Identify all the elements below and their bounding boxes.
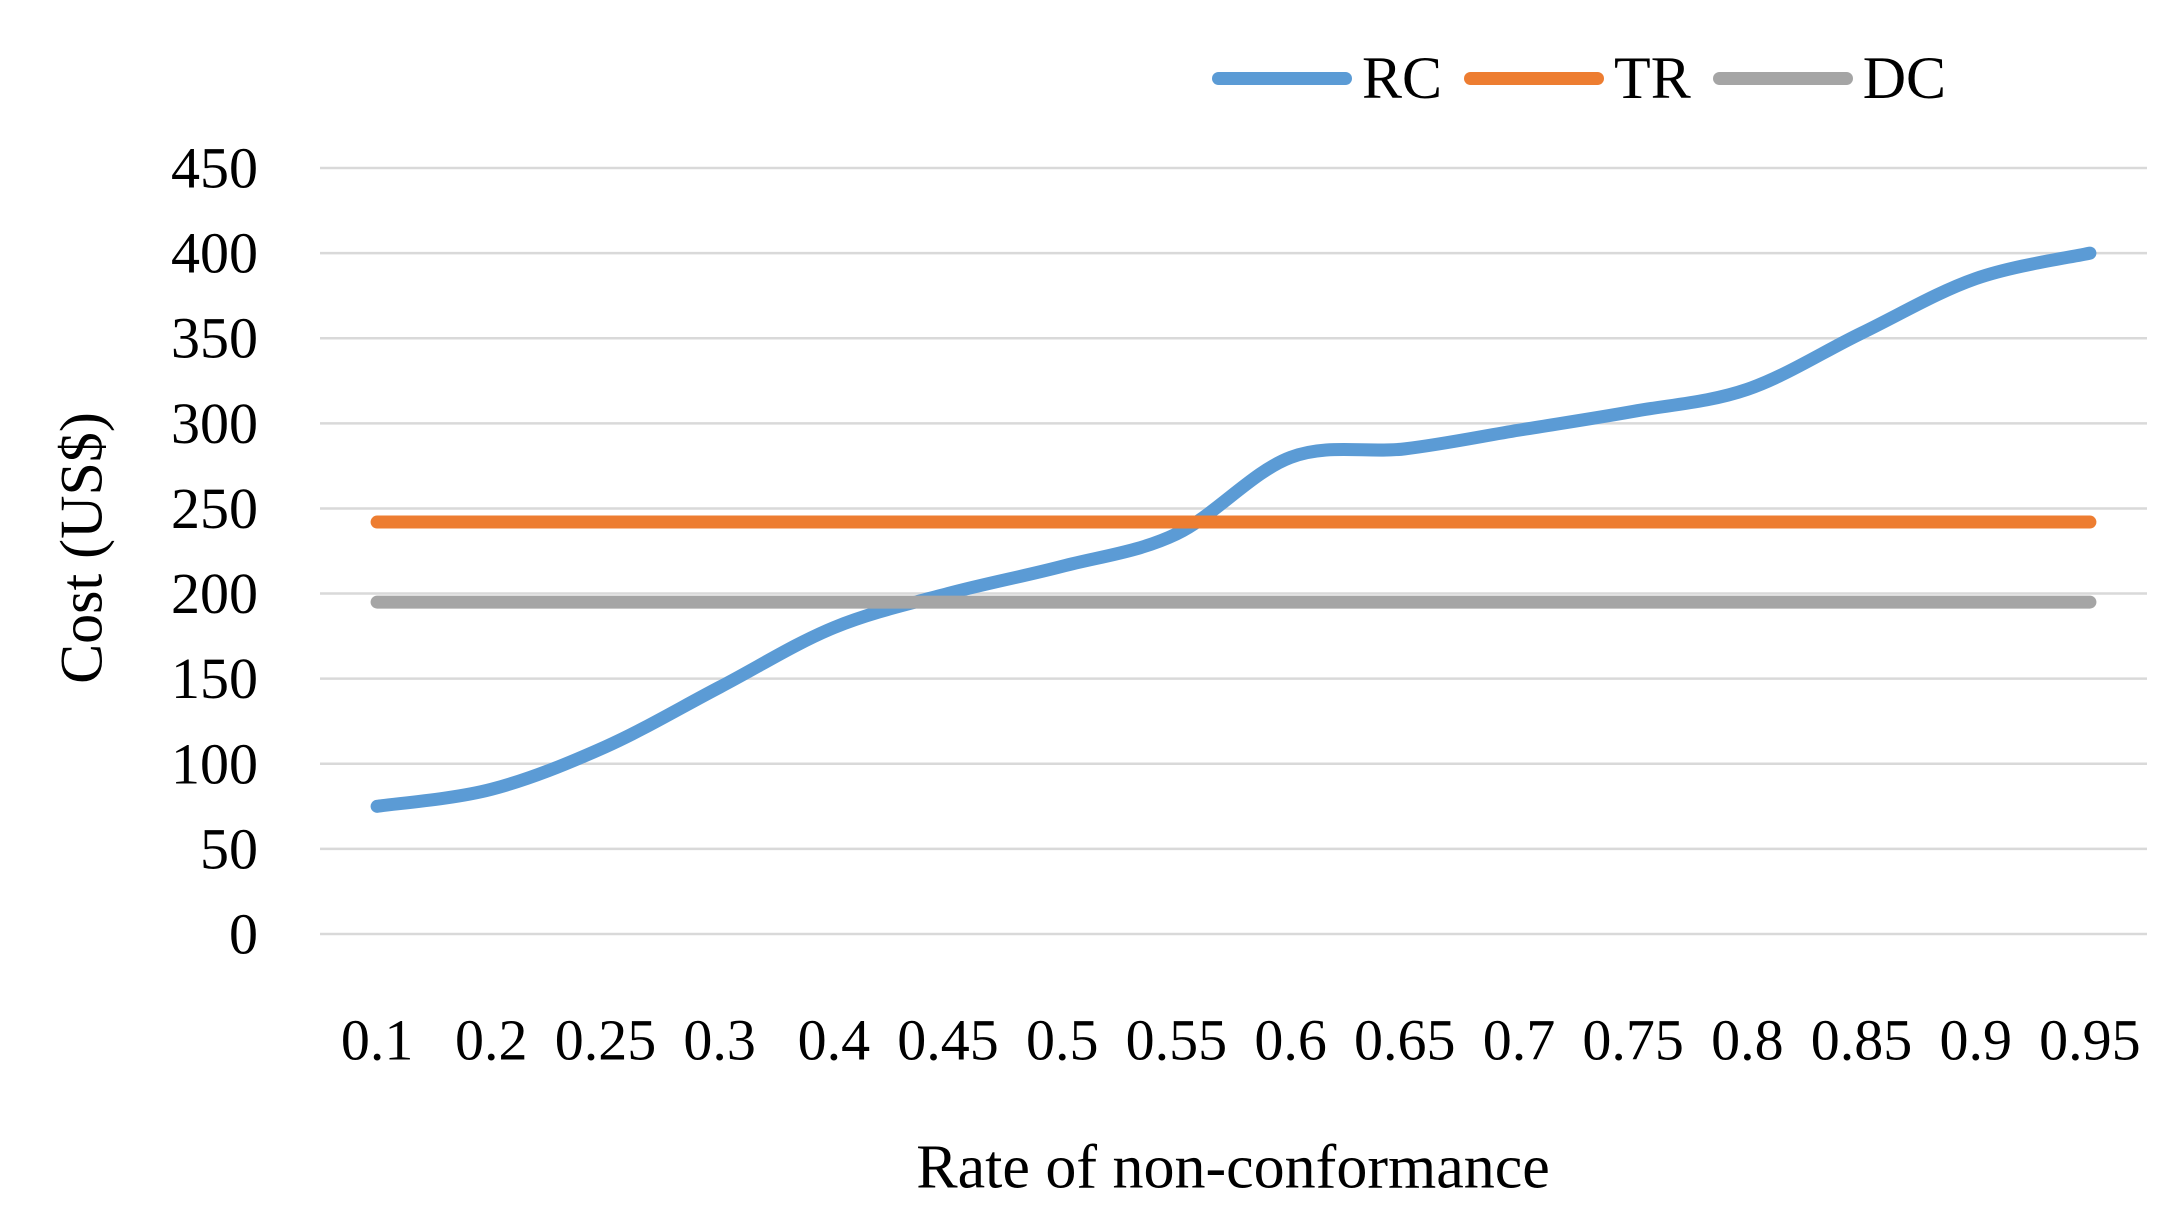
legend-swatch-dc <box>1712 71 1853 85</box>
y-axis-title: Cost (US$) <box>48 412 115 684</box>
x-tick-label: 0.25 <box>555 1008 657 1073</box>
y-tick-label: 300 <box>171 391 258 456</box>
x-axis-title: Rate of non-conformance <box>916 1133 1550 1202</box>
x-tick-label: 0.6 <box>1254 1008 1327 1073</box>
legend-label-dc: DC <box>1862 45 1947 111</box>
x-tick-label: 0.5 <box>1026 1008 1099 1073</box>
y-tick-label: 100 <box>171 731 258 796</box>
y-tick-label: 200 <box>171 561 258 626</box>
x-tick-label: 0.65 <box>1354 1008 1456 1073</box>
x-tick-label: 0.85 <box>1811 1008 1913 1073</box>
x-tick-label: 0.8 <box>1711 1008 1784 1073</box>
x-tick-label: 0.55 <box>1126 1008 1228 1073</box>
x-tick-label: 0.95 <box>2039 1008 2141 1073</box>
x-tick-label: 0.2 <box>455 1008 528 1073</box>
legend-label-rc: RC <box>1362 45 1443 111</box>
legend-item-tr: TR <box>1464 48 1691 108</box>
y-tick-label: 350 <box>171 306 258 371</box>
x-tick-label: 0.45 <box>897 1008 999 1073</box>
legend-item-rc: RC <box>1212 48 1442 108</box>
x-tick-label: 0.7 <box>1483 1008 1556 1073</box>
x-tick-label: 0.3 <box>683 1008 756 1073</box>
y-tick-label: 450 <box>171 136 258 201</box>
legend-swatch-tr <box>1464 71 1605 85</box>
x-tick-label: 0.4 <box>798 1008 871 1073</box>
y-tick-label: 250 <box>171 476 258 541</box>
legend-item-dc: DC <box>1712 45 1947 111</box>
series-line-rc <box>370 246 2097 813</box>
y-tick-label: 0 <box>229 902 258 967</box>
x-tick-label: 0.1 <box>341 1008 414 1073</box>
y-tick-label: 150 <box>171 646 258 711</box>
y-tick-label: 400 <box>171 221 258 286</box>
y-tick-label: 50 <box>200 816 258 881</box>
legend-swatch-rc <box>1212 71 1352 85</box>
x-tick-label: 0.9 <box>1939 1008 2012 1073</box>
x-tick-label: 0.75 <box>1582 1008 1684 1073</box>
legend-label-tr: TR <box>1614 45 1691 111</box>
chart-legend: RC TR DC <box>1212 38 1946 118</box>
